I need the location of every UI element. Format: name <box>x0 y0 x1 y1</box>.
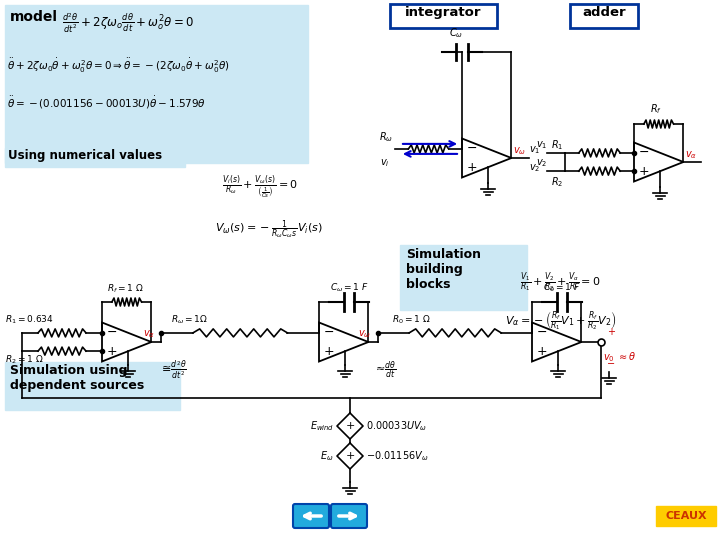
Text: +: + <box>107 345 117 357</box>
Text: +: + <box>639 165 649 178</box>
Text: $E_{wind}$: $E_{wind}$ <box>310 419 334 433</box>
Text: $v_\omega$: $v_\omega$ <box>513 145 526 157</box>
Text: $C_\omega=1\ F$: $C_\omega=1\ F$ <box>330 281 369 294</box>
Text: −: − <box>107 326 117 340</box>
Text: $v_2$: $v_2$ <box>536 157 547 169</box>
Text: +: + <box>346 451 355 461</box>
Text: $R_\omega$: $R_\omega$ <box>379 130 393 144</box>
Text: $E_\omega$: $E_\omega$ <box>320 449 334 463</box>
Text: integrator: integrator <box>405 6 481 19</box>
Text: $R_1=0.634$: $R_1=0.634$ <box>5 313 54 326</box>
Text: −: − <box>537 326 548 340</box>
Bar <box>5 362 180 410</box>
Text: −: − <box>608 359 616 369</box>
Text: $\frac{V_i(s)}{R_\omega}+\frac{V_\omega(s)}{\left(\frac{1}{Cs}\right)}=0$: $\frac{V_i(s)}{R_\omega}+\frac{V_\omega(… <box>222 173 298 201</box>
Text: $v_1$: $v_1$ <box>528 144 540 156</box>
Text: $v_i$: $v_i$ <box>380 157 390 168</box>
Text: +: + <box>346 421 355 431</box>
Text: $R_1$: $R_1$ <box>551 138 563 152</box>
Bar <box>400 245 527 310</box>
Text: −: − <box>467 143 477 156</box>
Text: $\ddot{\theta}+2\zeta\omega_0\dot{\theta}+\omega_0^2\theta=0\Rightarrow\ddot{\th: $\ddot{\theta}+2\zeta\omega_0\dot{\theta… <box>7 57 230 75</box>
Text: +: + <box>537 345 548 357</box>
Text: $v_\omega$: $v_\omega$ <box>359 328 372 340</box>
Text: CEAUX: CEAUX <box>665 511 707 521</box>
Text: $-0.01156V_\omega$: $-0.01156V_\omega$ <box>366 449 428 463</box>
Text: $\frac{d^2\theta}{dt^2}+2\zeta\omega_o\frac{d\theta}{dt}+\omega_o^2\theta=0$: $\frac{d^2\theta}{dt^2}+2\zeta\omega_o\f… <box>62 12 194 35</box>
Text: model: model <box>10 10 58 24</box>
Text: $v_\alpha$: $v_\alpha$ <box>685 149 698 161</box>
Text: $\frac{V_1}{R_1}+\frac{V_2}{R_2}+\frac{V_\alpha}{R_f}=0$: $\frac{V_1}{R_1}+\frac{V_2}{R_2}+\frac{V… <box>520 270 600 294</box>
Text: $R_\omega=1\Omega$: $R_\omega=1\Omega$ <box>171 313 208 326</box>
Text: Simulation
building
blocks: Simulation building blocks <box>406 248 481 291</box>
Text: $0.00033UV_\omega$: $0.00033UV_\omega$ <box>366 419 428 433</box>
Text: Using numerical values: Using numerical values <box>8 149 162 162</box>
Text: $v_\alpha$: $v_\alpha$ <box>143 328 156 340</box>
Text: $\cong\!\frac{d^2\theta}{dt^2}$: $\cong\!\frac{d^2\theta}{dt^2}$ <box>159 360 187 381</box>
Text: +: + <box>467 160 477 173</box>
Text: $V_\alpha=-\left(\frac{R_f}{R_1}V_1+\frac{R_f}{R_2}V_2\right)$: $V_\alpha=-\left(\frac{R_f}{R_1}V_1+\fra… <box>505 310 617 333</box>
Text: Simulation using
dependent sources: Simulation using dependent sources <box>10 364 144 392</box>
Text: $R_0=1\ \Omega$: $R_0=1\ \Omega$ <box>392 313 431 326</box>
Bar <box>656 506 716 526</box>
Text: $R_f=1\ \Omega$: $R_f=1\ \Omega$ <box>107 282 144 295</box>
Text: $V_\omega(s)=-\frac{1}{R_\omega C_\omega s}V_i(s)$: $V_\omega(s)=-\frac{1}{R_\omega C_\omega… <box>215 218 323 241</box>
Text: $C_\omega$: $C_\omega$ <box>449 26 463 40</box>
Text: +: + <box>324 345 335 357</box>
Text: +: + <box>608 327 616 337</box>
Text: $v_0\ \approx\theta$: $v_0\ \approx\theta$ <box>603 350 636 364</box>
FancyBboxPatch shape <box>293 504 329 528</box>
Bar <box>5 148 185 167</box>
Text: adder: adder <box>582 6 626 19</box>
Text: −: − <box>639 146 649 159</box>
Text: −: − <box>324 326 335 340</box>
Text: $\approx\!\frac{d\theta}{dt}$: $\approx\!\frac{d\theta}{dt}$ <box>374 360 397 381</box>
Bar <box>390 4 497 28</box>
Text: $C_0=1\ F$: $C_0=1\ F$ <box>544 281 581 294</box>
Text: $R_2$: $R_2$ <box>551 175 563 189</box>
Text: $v_1$: $v_1$ <box>536 139 547 151</box>
Text: $R_f$: $R_f$ <box>650 102 662 116</box>
Bar <box>570 4 638 28</box>
Bar <box>5 5 308 163</box>
Text: $\ddot{\theta}=-(0.001156-00013U)\dot{\theta}-1.579\theta$: $\ddot{\theta}=-(0.001156-00013U)\dot{\t… <box>7 95 206 111</box>
Text: $R_2=1\ \Omega$: $R_2=1\ \Omega$ <box>5 353 44 366</box>
Text: $v_2$: $v_2$ <box>528 162 540 174</box>
FancyBboxPatch shape <box>331 504 367 528</box>
